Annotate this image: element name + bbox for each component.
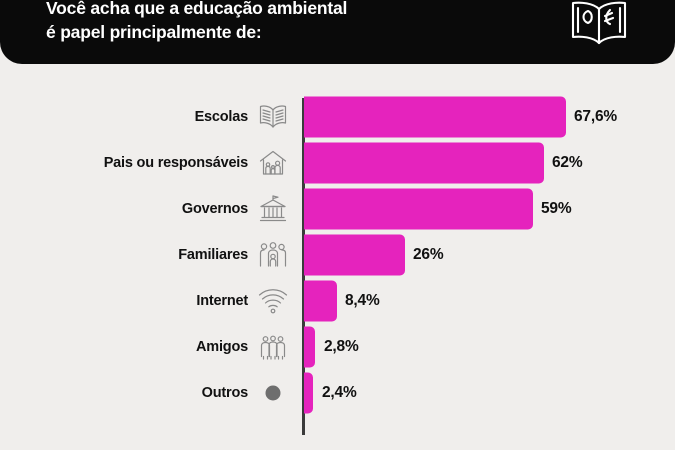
header-panel: Você acha que a educação ambiental é pap… xyxy=(0,0,675,64)
bar-value-label: 8,4% xyxy=(345,292,380,309)
table-row: Amigos 2,8% xyxy=(0,325,675,369)
category-label: Amigos xyxy=(196,339,248,355)
family-group-icon xyxy=(257,239,289,271)
government-building-icon xyxy=(257,193,289,225)
category-label: Internet xyxy=(196,293,248,309)
category-label: Governos xyxy=(181,201,248,217)
table-row: Escolas 67,6% xyxy=(0,95,675,139)
chart-axis-line xyxy=(302,98,305,435)
wifi-icon xyxy=(257,285,289,317)
table-row: Governos 59% xyxy=(0,187,675,231)
open-book-icon xyxy=(257,101,289,133)
bar-pais-ou-responsaveis xyxy=(304,142,544,184)
bar-value-label: 62% xyxy=(552,154,583,171)
bar-value-label: 26% xyxy=(413,246,444,263)
table-row: Internet 8,4% xyxy=(0,279,675,323)
bar-value-label: 2,4% xyxy=(322,384,357,401)
open-book-leaves-icon xyxy=(567,0,631,51)
bar-value-label: 2,8% xyxy=(324,338,359,355)
category-label: Familiares xyxy=(178,247,248,263)
bar-governos xyxy=(304,188,533,230)
table-row: Outros 2,4% xyxy=(0,371,675,415)
dot-icon xyxy=(257,377,289,409)
bar-escolas xyxy=(304,96,566,138)
bar-outros xyxy=(304,372,313,414)
bar-value-label: 67,6% xyxy=(574,108,617,125)
house-family-icon xyxy=(257,147,289,179)
bar-internet xyxy=(304,280,337,322)
bar-chart: Escolas 67,6% Pais ou responsáveis xyxy=(0,64,675,450)
category-label: Pais ou responsáveis xyxy=(103,155,248,171)
bar-amigos xyxy=(304,326,315,368)
page-title: Você acha que a educação ambiental é pap… xyxy=(46,0,348,42)
table-row: Familiares 26% xyxy=(0,233,675,277)
bar-value-label: 59% xyxy=(541,200,572,217)
table-row: Pais ou responsáveis 62% xyxy=(0,141,675,185)
category-label: Outros xyxy=(201,385,249,401)
friends-group-icon xyxy=(257,331,289,363)
bar-familiares xyxy=(304,234,405,276)
category-label: Escolas xyxy=(194,109,249,125)
